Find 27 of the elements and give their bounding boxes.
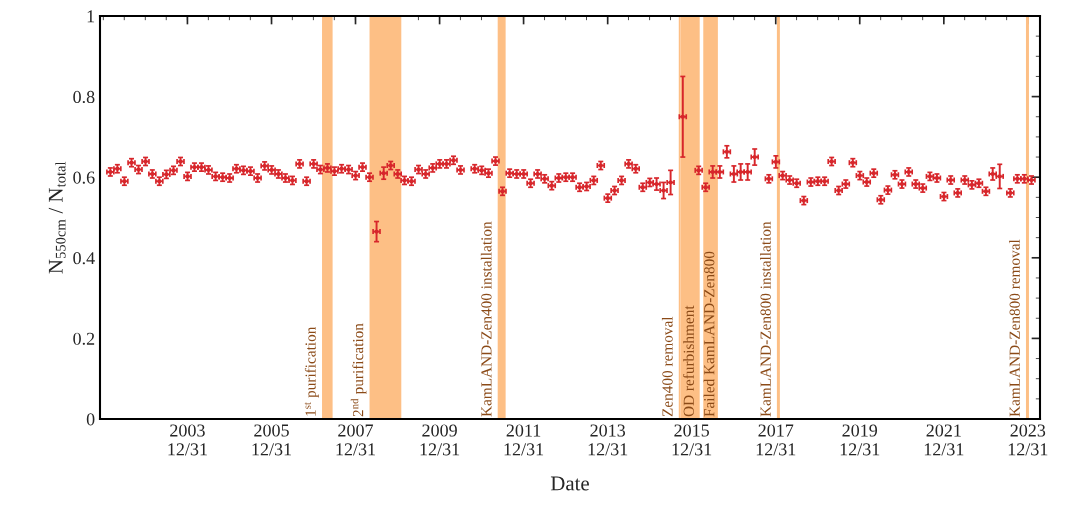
band-label: 2$^{nd}$ purification — [350, 323, 367, 417]
band-label: 1$^{st}$ purification — [304, 326, 319, 416]
y-tick-label: 1 — [87, 10, 95, 23]
x-tick-label: 2023 12/31 — [1008, 424, 1048, 456]
band-label: Zen400 removal — [661, 316, 673, 417]
x-tick-label: 2009 12/31 — [420, 424, 460, 456]
y-tick-label: 0 — [86, 413, 95, 426]
x-tick-label: 2011 12/31 — [504, 424, 544, 456]
band-label: OD refurbishment — [683, 305, 694, 417]
x-tick-label: 2007 12/31 — [336, 424, 375, 456]
y-tick-label: 0.4 — [73, 252, 95, 265]
y-tick-label: 0.8 — [73, 90, 95, 104]
y-axis-title: N$_{550cm}$ / N$_{total}$ — [48, 161, 66, 274]
x-tick-label: 2017 12/31 — [756, 424, 796, 456]
x-tick-label: 2013 12/31 — [588, 424, 628, 456]
band-label: KamLAND-Zen400 installation — [480, 221, 492, 417]
band-label: KamLAND-Zen800 removal — [1009, 239, 1020, 417]
y-tick-label: 0.6 — [73, 171, 95, 184]
x-tick-label: 2015 12/31 — [672, 424, 712, 456]
x-tick-label: 2019 12/31 — [840, 424, 880, 456]
band-label: KamLAND-Zen800 installation — [760, 221, 771, 417]
x-tick-label: 2005 12/31 — [252, 424, 292, 456]
x-tick-label: 2021 12/31 — [924, 424, 964, 456]
y-tick-label: 0.2 — [73, 332, 95, 345]
x-tick-label: 2003 12/31 — [168, 424, 207, 456]
x-axis-title: Date — [550, 476, 589, 491]
band-label: Failed KamLAND-Zen800 — [703, 251, 715, 417]
